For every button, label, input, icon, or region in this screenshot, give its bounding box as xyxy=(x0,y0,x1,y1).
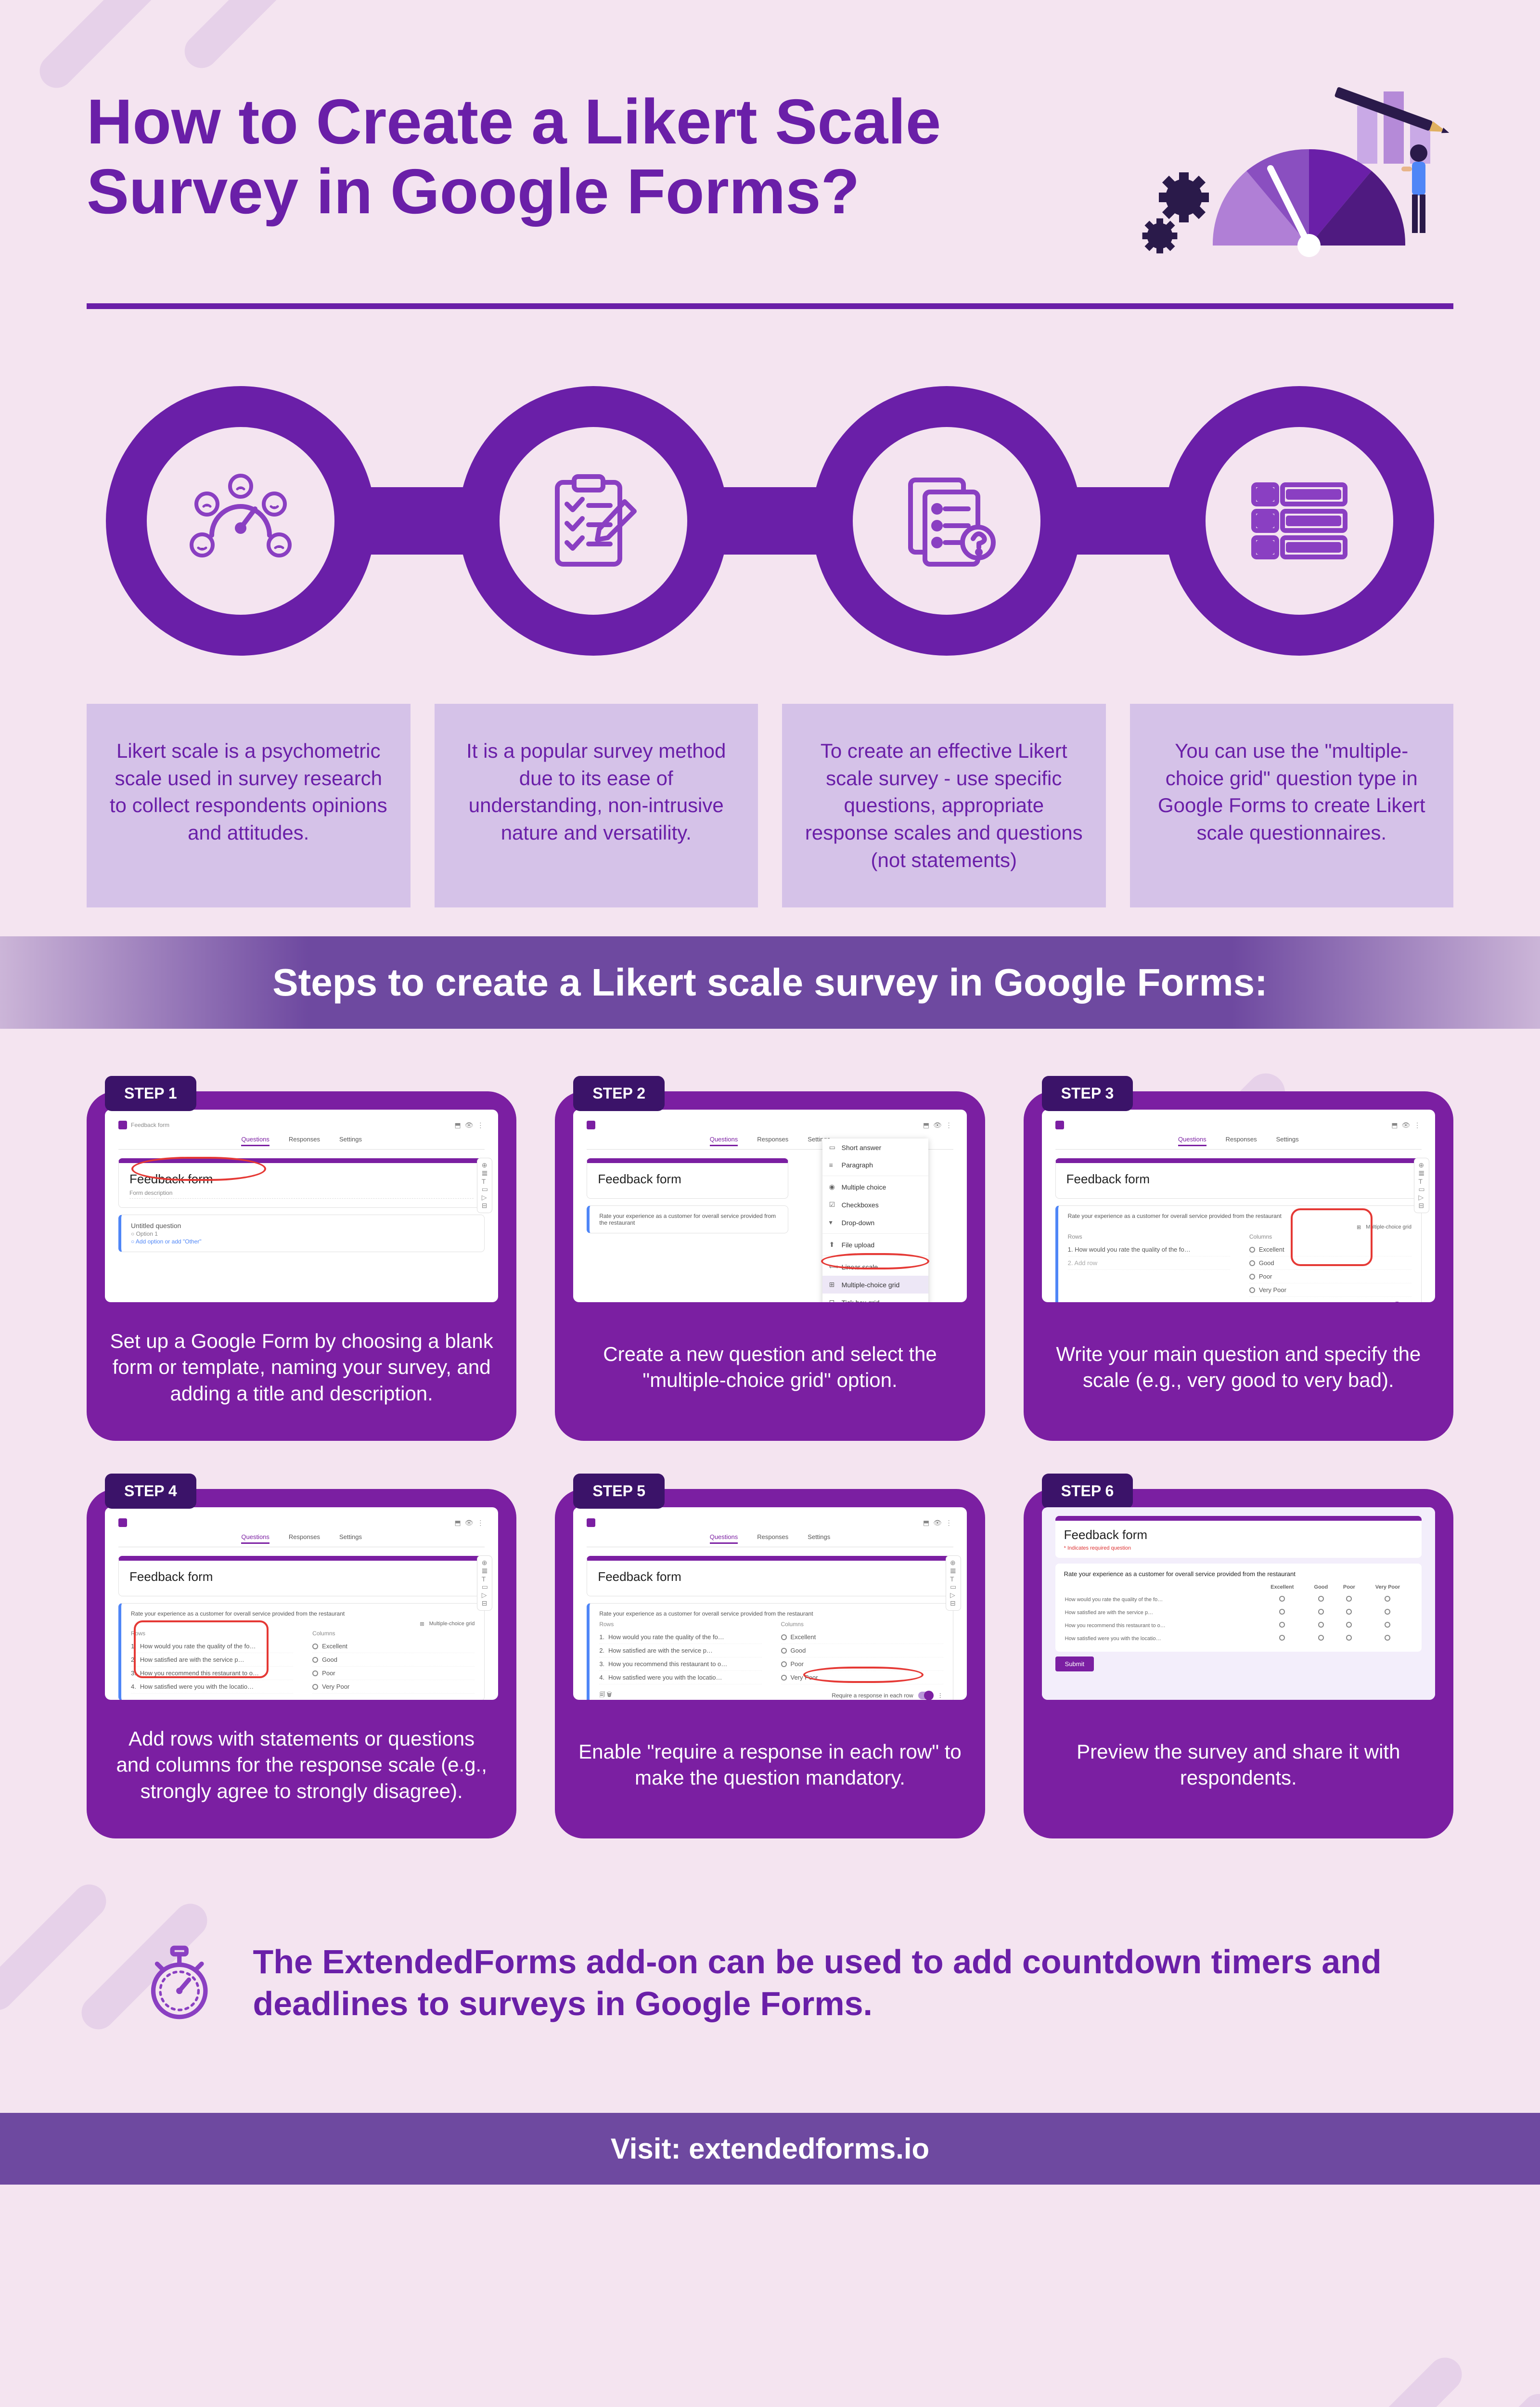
ring-2 xyxy=(459,386,728,656)
step-screenshot-6: Feedback form * Indicates required quest… xyxy=(1042,1507,1435,1700)
step-badge: STEP 5 xyxy=(573,1474,665,1509)
step-card-4: STEP 4 ⬒ 👁 ⋮ QuestionsResponsesSettings … xyxy=(87,1489,516,1838)
checklist-icon xyxy=(540,468,646,574)
step-screenshot-3: ⬒ 👁 ⋮ QuestionsResponsesSettings Feedbac… xyxy=(1042,1110,1435,1302)
infobox-2: It is a popular survey method due to its… xyxy=(435,704,758,907)
callout-text: The ExtendedForms add-on can be used to … xyxy=(253,1941,1415,2025)
step-badge: STEP 2 xyxy=(573,1076,665,1111)
ring-1 xyxy=(106,386,375,656)
step-text: Enable "require a response in each row" … xyxy=(573,1724,966,1820)
hero-illustration xyxy=(1126,87,1453,270)
step-screenshot-1: Feedback form⬒ 👁 ⋮ QuestionsResponsesSet… xyxy=(105,1110,498,1302)
step-card-5: STEP 5 ⬒ 👁 ⋮ QuestionsResponsesSettings … xyxy=(555,1489,985,1838)
steps-heading: Steps to create a Likert scale survey in… xyxy=(0,936,1540,1029)
ring-3 xyxy=(812,386,1081,656)
infobox-1: Likert scale is a psychometric scale use… xyxy=(87,704,411,907)
step-text: Write your main question and specify the… xyxy=(1042,1326,1435,1423)
hero-section: How to Create a Likert Scale Survey in G… xyxy=(87,87,1453,289)
step-card-2: STEP 2 ⬒ 👁 ⋮ QuestionsResponsesSettings … xyxy=(555,1091,985,1441)
infobox-4: You can use the "multiple-choice grid" q… xyxy=(1130,704,1454,907)
form-rows-icon xyxy=(1244,475,1355,567)
documents-question-icon xyxy=(891,470,1002,571)
ring-4 xyxy=(1165,386,1434,656)
step-card-1: STEP 1 Feedback form⬒ 👁 ⋮ QuestionsRespo… xyxy=(87,1091,516,1441)
step-text: Preview the survey and share it with res… xyxy=(1042,1724,1435,1820)
gauge-emoji-icon xyxy=(185,473,296,569)
step-card-3: STEP 3 ⬒ 👁 ⋮ QuestionsResponsesSettings … xyxy=(1024,1091,1453,1441)
step-text: Add rows with statements or questions an… xyxy=(105,1724,498,1820)
step-badge: STEP 4 xyxy=(105,1474,196,1509)
steps-grid: STEP 1 Feedback form⬒ 👁 ⋮ QuestionsRespo… xyxy=(87,1091,1453,1838)
stopwatch-icon xyxy=(144,1925,214,2041)
step-text: Set up a Google Form by choosing a blank… xyxy=(105,1326,498,1423)
step-badge: STEP 1 xyxy=(105,1076,196,1111)
callout: The ExtendedForms add-on can be used to … xyxy=(87,1925,1453,2113)
step-card-6: STEP 6 Feedback form * Indicates require… xyxy=(1024,1489,1453,1838)
step-screenshot-2: ⬒ 👁 ⋮ QuestionsResponsesSettings Feedbac… xyxy=(573,1110,966,1302)
step-badge: STEP 3 xyxy=(1042,1076,1133,1111)
page-title: How to Create a Likert Scale Survey in G… xyxy=(87,87,1049,226)
infobox-3: To create an effective Likert scale surv… xyxy=(782,704,1106,907)
step-screenshot-5: ⬒ 👁 ⋮ QuestionsResponsesSettings Feedbac… xyxy=(573,1507,966,1700)
step-screenshot-4: ⬒ 👁 ⋮ QuestionsResponsesSettings Feedbac… xyxy=(105,1507,498,1700)
info-boxes: Likert scale is a psychometric scale use… xyxy=(87,704,1453,907)
feature-rings xyxy=(87,386,1453,656)
step-badge: STEP 6 xyxy=(1042,1474,1133,1509)
footer-bar: Visit: extendedforms.io xyxy=(0,2113,1540,2185)
step-text: Create a new question and select the "mu… xyxy=(573,1326,966,1423)
title-underline xyxy=(87,303,1453,309)
